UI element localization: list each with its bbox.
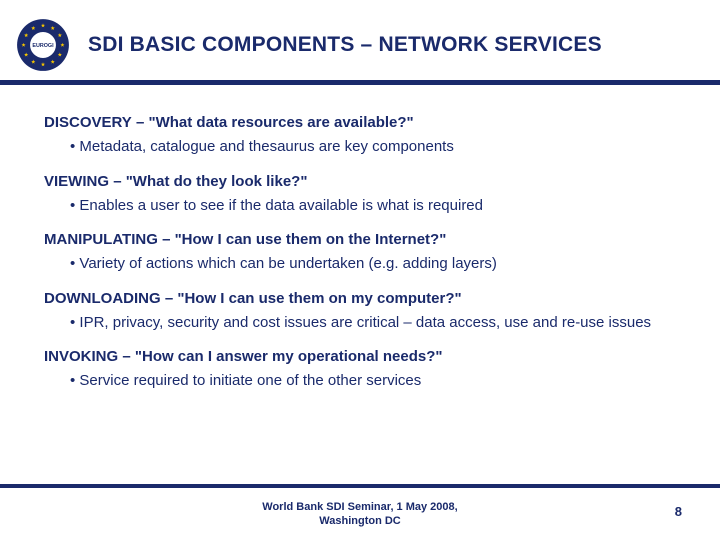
section-question: – "What data resources are available?" bbox=[136, 114, 414, 131]
footer-text: World Bank SDI Seminar, 1 May 2008, Wash… bbox=[262, 500, 457, 529]
section-question: – "How can I answer my operational needs… bbox=[122, 348, 442, 365]
section-label: MANIPULATING bbox=[44, 231, 158, 248]
content: DISCOVERY – "What data resources are ava… bbox=[0, 85, 720, 392]
footer-line2: Washington DC bbox=[319, 515, 400, 527]
page-number: 8 bbox=[675, 504, 682, 519]
section-bullet: IPR, privacy, security and cost issues a… bbox=[44, 309, 676, 333]
footer-inner: World Bank SDI Seminar, 1 May 2008, Wash… bbox=[0, 488, 720, 540]
page-title: SDI BASIC COMPONENTS – NETWORK SERVICES bbox=[88, 33, 602, 57]
section-downloading: DOWNLOADING – "How I can use them on my … bbox=[44, 289, 676, 334]
section-bullet: Variety of actions which can be undertak… bbox=[44, 250, 676, 274]
section-question: – "What do they look like?" bbox=[113, 173, 307, 190]
section-invoking: INVOKING – "How can I answer my operatio… bbox=[44, 347, 676, 392]
section-head: INVOKING – "How can I answer my operatio… bbox=[44, 347, 676, 367]
section-viewing: VIEWING – "What do they look like?" Enab… bbox=[44, 172, 676, 217]
section-label: VIEWING bbox=[44, 173, 109, 190]
section-bullet: Enables a user to see if the data availa… bbox=[44, 192, 676, 216]
section-question: – "How I can use them on my computer?" bbox=[165, 290, 462, 307]
header: EUROGI SDI BASIC COMPONENTS – NETWORK SE… bbox=[0, 0, 720, 72]
footer: World Bank SDI Seminar, 1 May 2008, Wash… bbox=[0, 484, 720, 540]
eurogi-logo: EUROGI bbox=[16, 18, 70, 72]
section-label: DOWNLOADING bbox=[44, 290, 161, 307]
section-label: DISCOVERY bbox=[44, 114, 132, 131]
section-discovery: DISCOVERY – "What data resources are ava… bbox=[44, 113, 676, 158]
section-head: DOWNLOADING – "How I can use them on my … bbox=[44, 289, 676, 309]
section-question: – "How I can use them on the Internet?" bbox=[162, 231, 446, 248]
section-bullet: Service required to initiate one of the … bbox=[44, 367, 676, 391]
section-manipulating: MANIPULATING – "How I can use them on th… bbox=[44, 230, 676, 275]
section-head: VIEWING – "What do they look like?" bbox=[44, 172, 676, 192]
section-head: MANIPULATING – "How I can use them on th… bbox=[44, 230, 676, 250]
section-head: DISCOVERY – "What data resources are ava… bbox=[44, 113, 676, 133]
section-label: INVOKING bbox=[44, 348, 118, 365]
logo-text: EUROGI bbox=[32, 43, 54, 49]
footer-line1: World Bank SDI Seminar, 1 May 2008, bbox=[262, 501, 457, 513]
section-bullet: Metadata, catalogue and thesaurus are ke… bbox=[44, 133, 676, 157]
